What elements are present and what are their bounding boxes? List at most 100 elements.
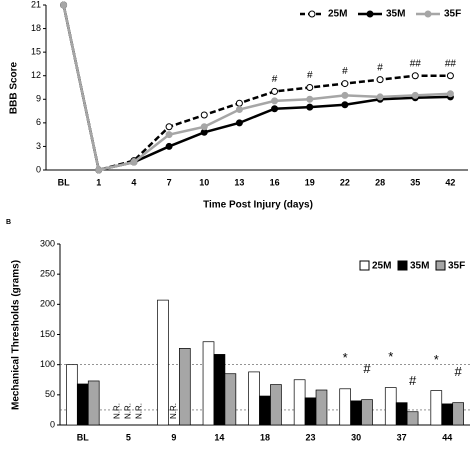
bar: [452, 402, 464, 426]
legend-label: 35F: [444, 9, 461, 20]
point: [271, 105, 279, 113]
point: [200, 123, 208, 131]
x-tick-label: 23: [306, 432, 316, 442]
x-tick-label: 44: [442, 432, 452, 442]
bar: [406, 411, 419, 426]
annotation: N.R.: [134, 403, 143, 419]
legend-swatch: [435, 260, 446, 271]
point: [235, 99, 243, 107]
point: [411, 91, 419, 99]
y-tick-label: 3: [36, 141, 41, 151]
bar: [395, 402, 408, 426]
point: [411, 72, 419, 80]
point: [271, 87, 279, 95]
point: [306, 103, 314, 111]
x-tick-label: 14: [214, 432, 224, 442]
point: [341, 91, 349, 99]
bar: [315, 389, 328, 426]
panel-label: B: [6, 219, 11, 226]
bar: [304, 397, 317, 426]
legend-marker: [308, 10, 316, 18]
point: [165, 142, 173, 150]
bar: [87, 380, 100, 426]
bar: [248, 371, 260, 426]
bar: [441, 403, 454, 426]
bar: [202, 341, 215, 426]
bar: [350, 400, 362, 426]
bar: [293, 379, 306, 426]
point: [306, 95, 314, 103]
x-tick-label: 5: [126, 432, 131, 442]
annotation: #: [342, 66, 348, 77]
bar: [361, 399, 373, 426]
point: [165, 123, 173, 131]
x-tick-label: 18: [260, 432, 270, 442]
y-tick-label: 0: [50, 419, 55, 429]
annotation: ##: [410, 58, 422, 69]
x-tick-label: 35: [410, 177, 420, 187]
x-tick-label: 30: [351, 432, 361, 442]
legend-label: 25M: [372, 261, 391, 272]
bar: [157, 299, 169, 426]
bar: [76, 383, 89, 426]
point: [235, 119, 243, 127]
x-tick-label: 28: [375, 177, 385, 187]
point: [60, 1, 68, 9]
bar: [179, 348, 191, 426]
point: [376, 93, 384, 101]
series-line: [62, 4, 451, 172]
point: [446, 90, 454, 98]
bar: [259, 395, 271, 426]
legend-marker: [366, 10, 374, 18]
y-tick-label: 12: [31, 70, 41, 80]
x-tick-label: 22: [340, 177, 350, 187]
point: [95, 166, 103, 174]
x-axis-title: Time Post Injury (days): [203, 200, 313, 211]
x-tick-label: BL: [58, 177, 70, 187]
y-axis-title: BBB Score: [9, 61, 20, 114]
annotation: #: [377, 62, 383, 73]
annotation: #: [272, 74, 278, 85]
bar: [66, 364, 78, 426]
x-tick-label: 13: [234, 177, 244, 187]
y-tick-label: 15: [31, 47, 41, 57]
x-tick-label: 16: [270, 177, 280, 187]
y-tick-label: 300: [40, 238, 55, 248]
x-tick-label: BL: [77, 432, 89, 442]
y-tick-label: 200: [40, 299, 55, 309]
annotation: ##: [445, 58, 457, 69]
point: [235, 106, 243, 113]
legend-marker: [424, 10, 432, 18]
x-tick-label: 7: [167, 177, 172, 187]
bar: [270, 384, 282, 426]
y-tick-label: 0: [36, 164, 41, 174]
point: [271, 97, 279, 105]
point: [341, 80, 349, 88]
y-tick-label: 250: [40, 269, 55, 279]
y-tick-label: 100: [40, 359, 55, 369]
y-tick-label: 9: [36, 94, 41, 104]
x-tick-label: 9: [171, 432, 176, 442]
x-tick-label: 4: [131, 177, 136, 187]
bar: [224, 373, 237, 426]
annotation: *: [434, 352, 439, 367]
annotation: *: [343, 350, 348, 365]
legend-label: 35M: [386, 9, 405, 20]
annotation: N.R.: [123, 403, 132, 419]
bar: [430, 390, 443, 426]
bar: [339, 388, 351, 426]
legend-swatch: [359, 260, 370, 271]
point: [341, 101, 349, 109]
series-line: [62, 4, 451, 172]
point: [446, 72, 454, 80]
x-tick-label: 10: [199, 177, 209, 187]
annotation: #: [307, 70, 313, 81]
x-tick-label: 1: [96, 177, 101, 187]
point: [130, 158, 138, 166]
annotation: N.R.: [113, 403, 122, 419]
y-tick-label: 21: [31, 0, 41, 9]
point: [306, 84, 314, 91]
annotation: N.R.: [169, 403, 178, 419]
y-tick-label: 18: [31, 23, 41, 33]
